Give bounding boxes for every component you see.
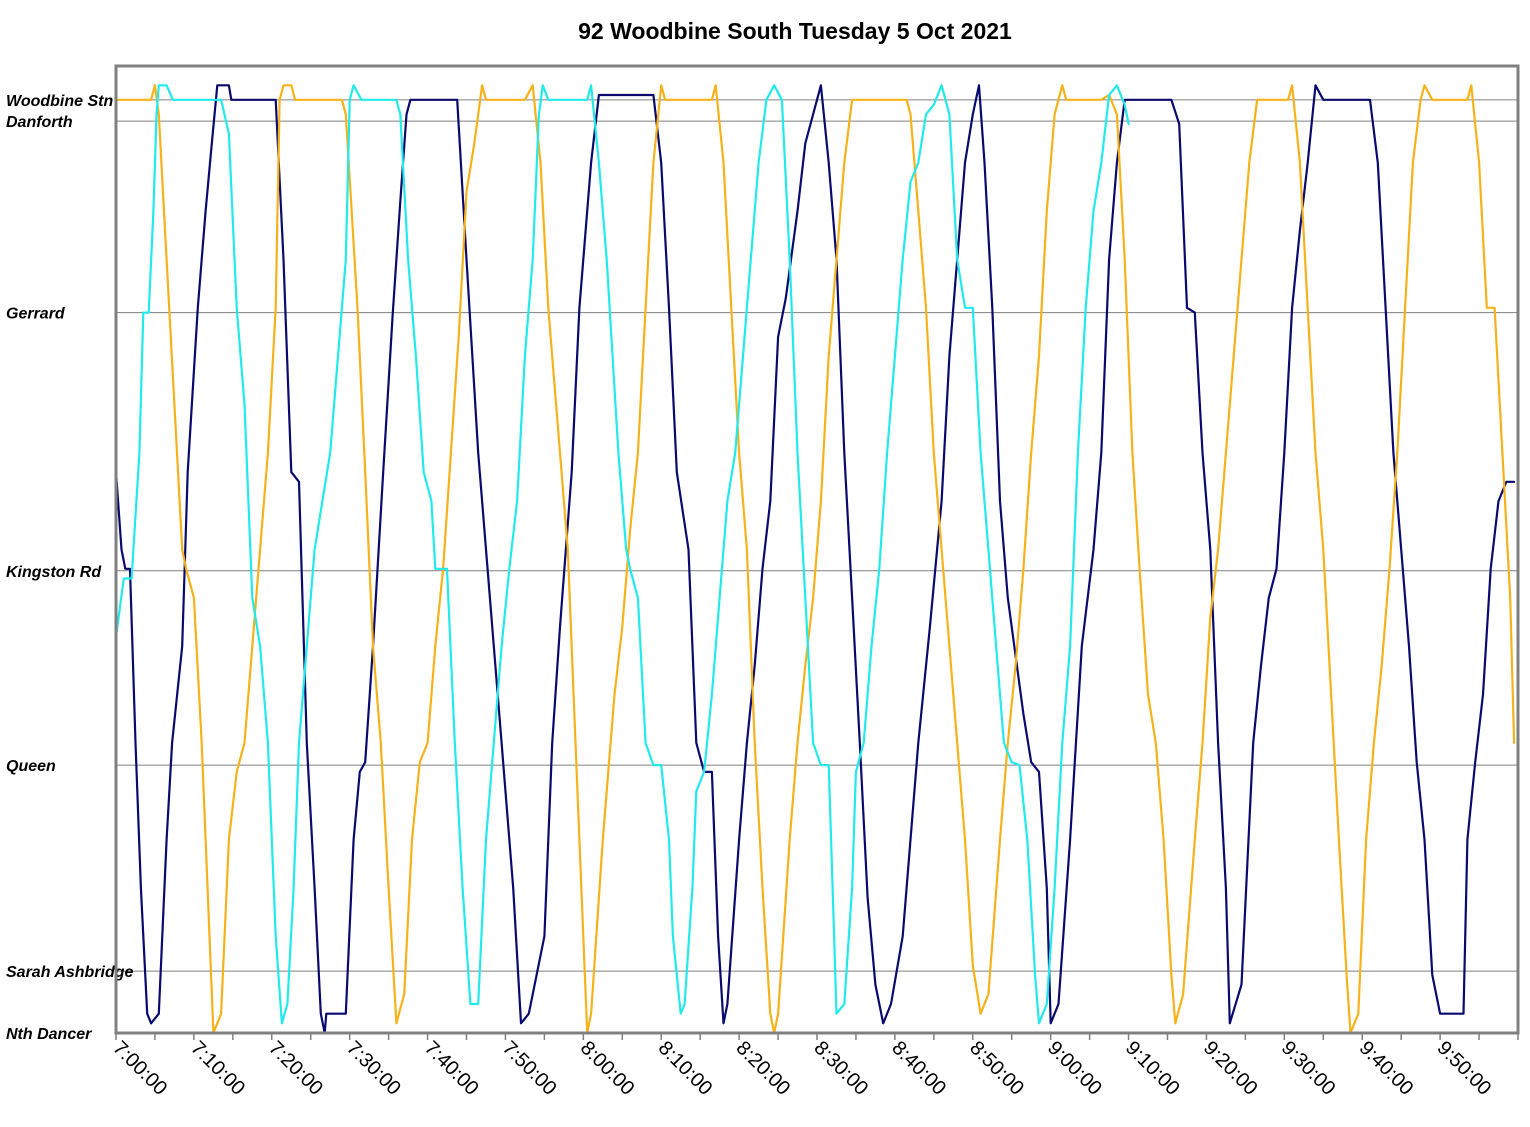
x-tick-label: 8:10:00 [654, 1037, 717, 1100]
x-tick-label: 8:30:00 [809, 1037, 872, 1100]
stop-labels: Woodbine Stn Danforth Gerrard Kingston Rd Qu… [6, 93, 134, 1043]
x-tick-label: 8:20:00 [732, 1037, 795, 1100]
x-tick-label: 7:50:00 [498, 1037, 561, 1100]
x-tick-label: 9:50:00 [1433, 1037, 1496, 1100]
x-tick-label: 7:10:00 [186, 1037, 249, 1100]
x-tick-label: 9:30:00 [1277, 1037, 1340, 1100]
stop-label: Woodbine Stn [6, 93, 113, 110]
x-tick-label: 7:00:00 [108, 1037, 171, 1100]
stop-label: Queen [6, 758, 56, 775]
x-tick-label: 9:20:00 [1199, 1037, 1262, 1100]
stop-gridlines [116, 99, 1518, 972]
x-tick-label: 8:00:00 [576, 1037, 639, 1100]
stop-label: Nth Dancer [6, 1026, 92, 1043]
x-tick-label: 9:40:00 [1355, 1037, 1418, 1100]
trip-line-cyan [114, 84, 1130, 1025]
x-axis-ticks: 7:00:00 7:10:00 7:20:00 7:30:00 7:40:00 7:50:… [108, 1033, 1519, 1100]
x-tick-label: 7:30:00 [342, 1037, 405, 1100]
trip-line-navy [114, 84, 1516, 1035]
x-tick-label: 9:10:00 [1121, 1037, 1184, 1100]
x-tick-label: 7:20:00 [264, 1037, 327, 1100]
stop-label: Danforth [6, 114, 73, 131]
x-tick-label: 7:40:00 [420, 1037, 483, 1100]
trip-line-orange [114, 84, 1516, 1035]
chart-title: 92 Woodbine South Tuesday 5 Oct 2021 [578, 18, 1012, 44]
stop-label: Sarah Ashbridge [6, 964, 134, 981]
x-tick-label: 9:00:00 [1043, 1037, 1106, 1100]
x-tick-label: 8:50:00 [965, 1037, 1028, 1100]
stop-label: Kingston Rd [6, 564, 102, 581]
trip-lines [114, 84, 1516, 1035]
x-tick-label: 8:40:00 [887, 1037, 950, 1100]
stop-label: Gerrard [6, 306, 66, 323]
